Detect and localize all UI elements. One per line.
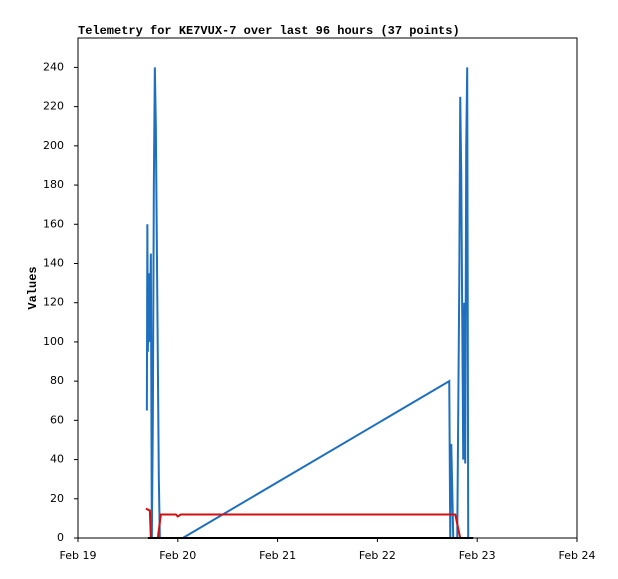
x-tick-label: Feb 20 (159, 549, 196, 562)
y-tick-label: 100 (43, 335, 64, 348)
y-tick-label: 120 (43, 296, 64, 309)
y-tick-label: 200 (43, 139, 64, 152)
series-line (145, 67, 474, 539)
y-tick-label: 80 (50, 374, 64, 387)
x-tick-label: Feb 19 (60, 549, 97, 562)
x-tick-label: Feb 22 (359, 549, 396, 562)
y-tick-label: 220 (43, 100, 64, 113)
x-tick-label: Feb 24 (559, 549, 596, 562)
y-tick-label: 60 (50, 413, 64, 426)
y-tick-label: 240 (43, 60, 64, 73)
x-tick-label: Feb 23 (459, 549, 496, 562)
series-line (145, 507, 463, 539)
y-tick-label: 160 (43, 217, 64, 230)
y-axis-label: Values (26, 266, 40, 309)
y-tick-label: 40 (50, 453, 64, 466)
y-tick-label: 20 (50, 492, 64, 505)
chart-title: Telemetry for KE7VUX-7 over last 96 hour… (78, 24, 460, 38)
x-tick-label: Feb 21 (259, 549, 296, 562)
y-tick-label: 140 (43, 256, 64, 269)
y-tick-label: 0 (57, 531, 64, 544)
y-tick-label: 180 (43, 178, 64, 191)
